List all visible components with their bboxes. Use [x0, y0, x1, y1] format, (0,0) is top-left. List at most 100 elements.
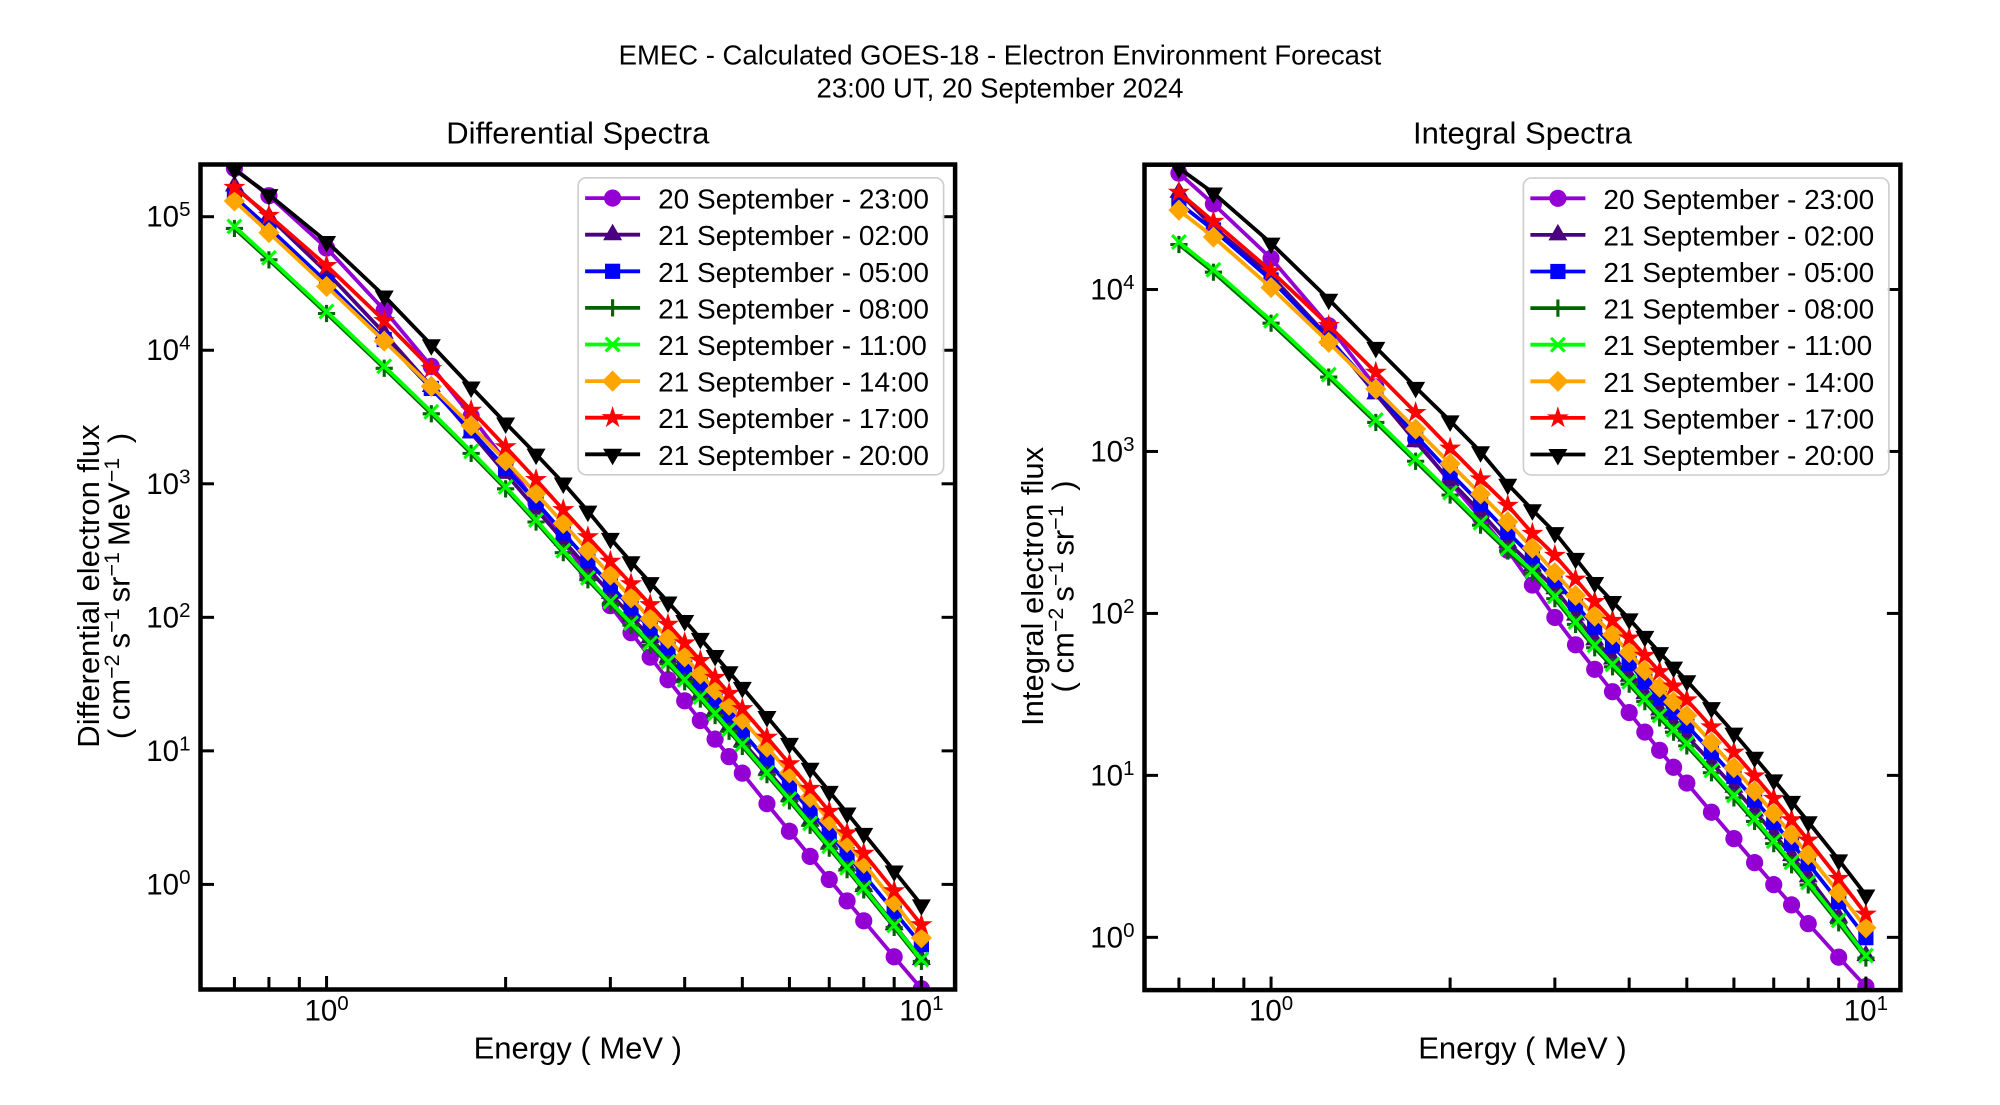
x-marker [1765, 833, 1782, 850]
plot-title: Differential Spectra [446, 116, 710, 151]
diamond-marker [818, 809, 840, 832]
diamond-marker [1439, 453, 1461, 475]
tick-label: 104 [146, 332, 190, 368]
series-21-17-00 [223, 175, 933, 935]
x-marker [781, 790, 798, 807]
axes-frame [1142, 162, 1903, 993]
diamond-marker [1743, 780, 1766, 802]
circle-marker [1830, 948, 1848, 966]
legend-item: 21 September - 08:00 [585, 293, 929, 324]
x-marker [376, 358, 393, 375]
legend-label: 21 September - 11:00 [1603, 330, 1872, 361]
triangle-up-marker [1548, 223, 1568, 241]
x-marker [642, 635, 659, 652]
star-marker [852, 841, 875, 863]
legend-marker-plus [604, 299, 622, 317]
triangle-down-marker [1585, 577, 1605, 594]
x-marker [497, 478, 514, 495]
plus-marker [1549, 299, 1567, 317]
diamond-marker [836, 831, 858, 854]
diamond-marker [1260, 276, 1282, 299]
circle-marker [1664, 758, 1683, 776]
y-axis-label-line2: ( cm−2s−1sr−1 ) [1044, 480, 1081, 692]
y-axis-label-line1: Integral electron flux [1015, 446, 1050, 726]
diamond-marker [853, 852, 875, 874]
x-marker [676, 671, 693, 688]
star-marker [552, 498, 575, 520]
square-marker [821, 825, 837, 842]
square-marker [734, 724, 750, 740]
square-marker [802, 803, 818, 819]
triangle-down-marker [1635, 630, 1655, 648]
diamond-marker [1521, 537, 1543, 559]
legend-label: 21 September - 20:00 [658, 440, 929, 471]
circle-marker [838, 892, 856, 910]
legend-label: 21 September - 08:00 [658, 293, 929, 324]
x-marker [1746, 810, 1763, 827]
diamond-marker [1544, 562, 1566, 584]
diamond-marker [1168, 199, 1190, 221]
star-marker [223, 175, 246, 197]
legend-label: 21 September - 08:00 [1603, 294, 1874, 325]
legend-label: 21 September - 20:00 [1603, 440, 1874, 471]
diamond-marker [1202, 226, 1225, 248]
diamond-marker [1676, 704, 1698, 727]
series-markers [1168, 199, 1877, 939]
legend-label: 21 September - 02:00 [658, 220, 929, 251]
legend-item: 21 September - 05:00 [1530, 257, 1874, 288]
star-marker [731, 697, 754, 719]
star-marker [1827, 866, 1850, 888]
diamond-marker [1584, 605, 1606, 627]
triangle-down-marker [705, 650, 725, 667]
x-marker [260, 249, 277, 266]
circle-marker [1603, 683, 1622, 701]
star-marker [1633, 643, 1656, 665]
tick-label: 101 [899, 992, 943, 1028]
circle-marker [733, 764, 751, 782]
triangle-down-marker [1619, 613, 1639, 630]
legend-label: 21 September - 14:00 [658, 367, 929, 398]
plot-area [1167, 164, 1877, 991]
x-marker [913, 951, 930, 968]
series-markers [1170, 234, 1874, 964]
x-marker [1857, 947, 1874, 964]
star-marker [494, 435, 517, 457]
series-markers [1167, 180, 1877, 924]
triangle-down-marker [1498, 478, 1518, 496]
legend-item: 21 September - 08:00 [1530, 294, 1874, 325]
circle-marker [1799, 915, 1817, 933]
legend-marker-triangle-up [603, 223, 623, 241]
legend-item: 21 September - 17:00 [1530, 403, 1874, 434]
triangle-down-marker [374, 290, 394, 308]
series-21-14-00 [1168, 199, 1877, 939]
x-marker [1621, 673, 1638, 690]
legend: 20 September - 23:00 21 September - 02:00… [577, 177, 945, 476]
figure-suptitle: EMEC - Calculated GOES-18 - Electron Env… [619, 40, 1382, 104]
legend-marker-triangle-down [603, 448, 623, 466]
series-markers [225, 164, 931, 916]
x-marker [1524, 562, 1541, 579]
x-marker [839, 859, 856, 876]
star-marker [1762, 786, 1785, 808]
diamond-marker [258, 221, 280, 244]
triangle-down-marker [1545, 527, 1565, 544]
triangle-down-marker [719, 666, 739, 683]
x-marker [1546, 588, 1563, 605]
triangle-down-marker [553, 477, 573, 494]
triangle-down-marker [732, 681, 752, 699]
x-marker [463, 443, 480, 460]
legend-box [1522, 177, 1890, 476]
square-marker [1500, 524, 1516, 541]
diamond-marker [1318, 331, 1340, 353]
suptitle-line1: EMEC - Calculated GOES-18 - Electron Env… [619, 40, 1382, 71]
star-marker [704, 665, 727, 687]
legend-marker-x [1549, 336, 1566, 353]
triangle-down-marker [603, 448, 623, 466]
circle-marker [1262, 249, 1280, 268]
diamond-marker [1634, 659, 1656, 682]
legend-box [577, 177, 945, 476]
series-markers [223, 175, 933, 935]
legend-item: 21 September - 02:00 [585, 220, 929, 251]
star-marker [1662, 674, 1685, 696]
diamond-marker [460, 415, 482, 437]
